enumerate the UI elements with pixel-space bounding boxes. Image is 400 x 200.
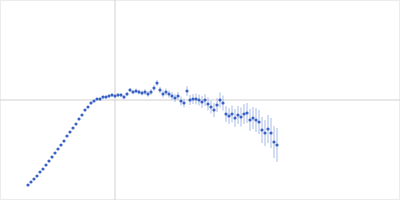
point [80,113,83,116]
point [86,105,89,108]
point [71,126,74,129]
point [227,114,230,117]
point [167,92,170,95]
chart [0,0,400,200]
point [50,155,53,158]
point [266,127,269,130]
point [83,108,86,111]
point [143,90,146,93]
point [173,96,176,99]
point [77,117,80,120]
point [62,139,65,142]
point [215,103,218,106]
point [65,134,68,137]
point [98,97,101,100]
point [122,95,125,98]
point [245,111,248,114]
point [128,88,131,91]
point [101,95,104,98]
point [95,97,98,100]
point [161,92,164,95]
plot-frame [1,1,400,200]
point [41,167,44,170]
point [158,88,161,91]
point [59,143,62,146]
point [218,98,221,101]
point [140,91,143,94]
point [179,99,182,102]
point [248,118,251,121]
point [185,89,188,92]
point [137,90,140,93]
point [26,183,29,186]
point [233,116,236,119]
point [224,112,227,115]
point [209,105,212,108]
point [32,177,35,180]
point [155,81,158,84]
point [275,143,278,146]
point [251,116,254,119]
point [38,170,41,173]
point [53,151,56,154]
point [164,90,167,93]
point [29,180,32,183]
point [119,93,122,96]
point [149,90,152,93]
point [242,112,245,115]
point [92,99,95,102]
point [182,101,185,104]
point [272,140,275,143]
point [254,118,257,121]
point [191,97,194,100]
point [56,147,59,150]
point [212,108,215,111]
point [113,94,116,97]
point [194,97,197,100]
point [44,163,47,166]
point [146,92,149,95]
point [104,95,107,98]
point [152,86,155,89]
point [89,101,92,104]
point [197,98,200,101]
point [236,113,239,116]
point [116,93,119,96]
point [230,112,233,115]
plot [0,0,400,200]
point [221,101,224,104]
point [260,128,263,131]
point [107,94,110,97]
point [68,130,71,133]
marks [26,80,278,187]
point [74,122,77,125]
point [35,174,38,177]
point [269,131,272,134]
point [110,93,113,96]
point [200,100,203,103]
point [134,89,137,92]
point [131,90,134,93]
point [206,102,209,105]
grid [0,0,400,200]
point [47,159,50,162]
point [170,94,173,97]
point [203,98,206,101]
point [263,131,266,134]
point [239,115,242,118]
point [257,120,260,123]
point [125,92,128,95]
point [188,98,191,101]
point [176,94,179,97]
